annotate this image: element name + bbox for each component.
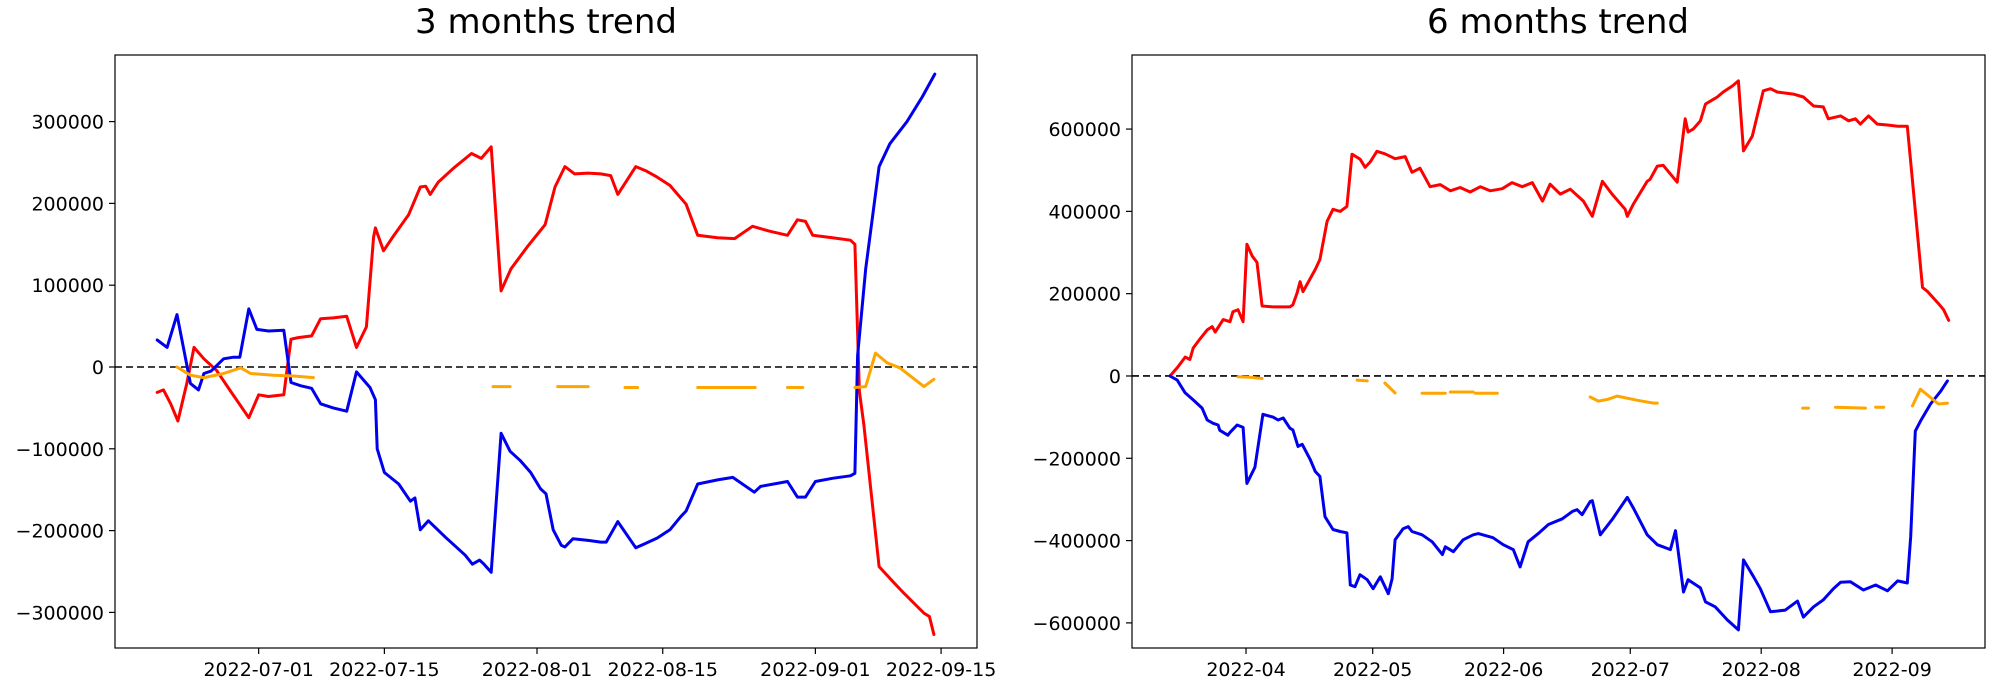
series-orange-line — [1383, 381, 1397, 395]
axes-box — [114, 54, 978, 649]
x-tick-label: 2022-08 — [1721, 659, 1800, 681]
x-tick-label: 2022-07-01 — [203, 659, 313, 681]
x-tick-label: 2022-04 — [1206, 659, 1285, 681]
x-tick-label: 2022-09 — [1852, 659, 1931, 681]
series-orange-line — [1910, 387, 1949, 408]
y-tick-label: 0 — [1109, 366, 1121, 388]
chart-title-3-months: 3 months trend — [415, 2, 677, 42]
x-tick-label: 2022-08-15 — [608, 659, 718, 681]
y-tick-label: −200000 — [1033, 448, 1121, 470]
series-blue-line — [1168, 374, 1949, 632]
series-orange-line — [1355, 378, 1369, 383]
y-tick-label: −600000 — [1033, 613, 1121, 635]
y-tick-label: 200000 — [1048, 284, 1121, 306]
x-tick-label: 2022-08-01 — [482, 659, 592, 681]
series-orange-line — [1588, 394, 1659, 405]
series-orange-line — [1834, 405, 1867, 410]
chart-title-6-months: 6 months trend — [1427, 2, 1689, 42]
x-tick-label: 2022-09-15 — [886, 659, 996, 681]
series-red-line — [155, 145, 936, 636]
y-tick-label: −200000 — [16, 521, 104, 543]
chart-3-months: 2022-07-01 2022-07-15 2022-08-01 2022-08-15… — [16, 54, 996, 681]
x-tick-label: 2022-07 — [1591, 659, 1670, 681]
y-tick-label: −400000 — [1033, 531, 1121, 553]
x-tick-label: 2022-07-15 — [329, 659, 439, 681]
y-tick-label: 200000 — [31, 193, 104, 215]
y-tick-label: 100000 — [31, 275, 104, 297]
series-red-line — [1168, 79, 1951, 378]
y-tick-label: 600000 — [1048, 119, 1121, 141]
axes-box — [1131, 54, 1986, 649]
series-blue-line — [155, 72, 937, 574]
x-tick-label: 2022-09-01 — [760, 659, 870, 681]
y-tick-label: 300000 — [31, 112, 104, 134]
y-tick-label: −300000 — [16, 602, 104, 624]
y-tick-label: 0 — [92, 357, 104, 379]
x-tick-label: 2022-05 — [1333, 659, 1412, 681]
x-tick-label: 2022-06 — [1464, 659, 1543, 681]
series-orange-line — [1236, 375, 1264, 380]
chart-6-months: 2022-04 2022-05 2022-06 2022-07 2022-08 2022-… — [1033, 54, 1986, 681]
y-tick-label: −100000 — [16, 439, 104, 461]
y-tick-label: 400000 — [1048, 201, 1121, 223]
series-orange-line — [175, 365, 315, 380]
series-orange-line — [853, 351, 936, 389]
